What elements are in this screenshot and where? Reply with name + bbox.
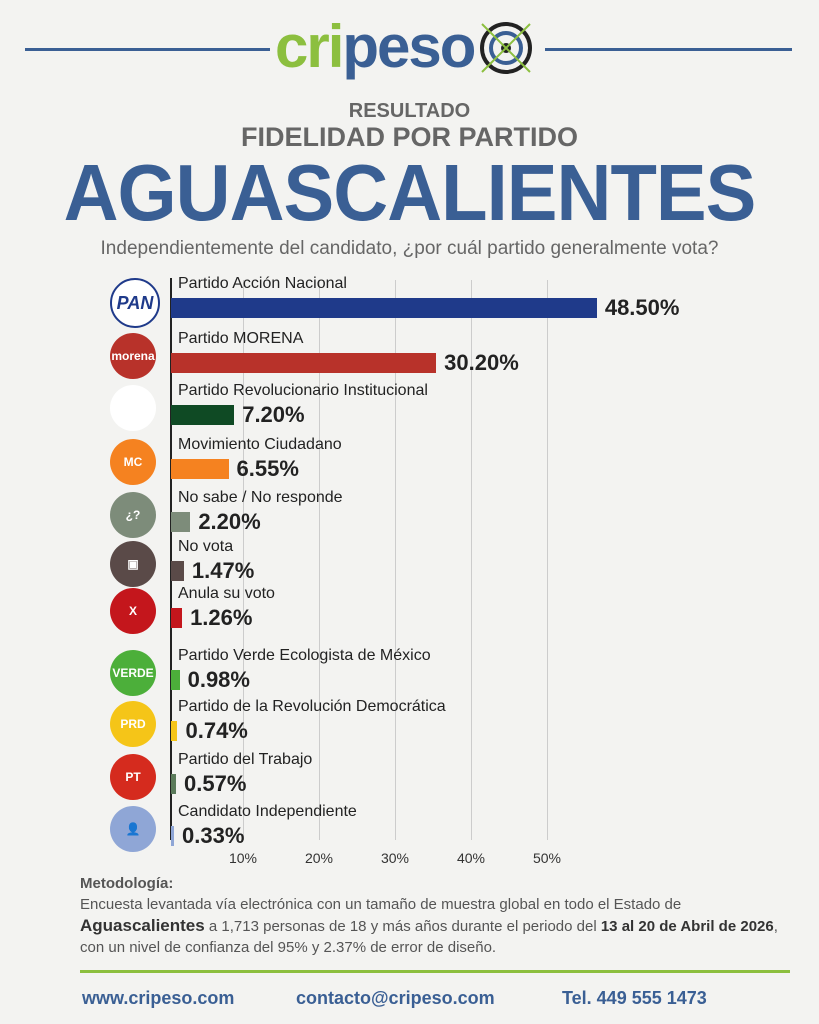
methodology-p3: , con un nivel de confianza del 95% y 2.… — [80, 918, 778, 956]
methodology-dates: 13 al 20 de Abril de 2026 — [600, 918, 774, 935]
x-tick-label: 10% — [228, 850, 258, 866]
logo-text-blue: peso — [342, 13, 476, 80]
category-label: Partido Acción Nacional — [178, 275, 347, 292]
party-logo-icon: ¿? — [110, 492, 156, 538]
header-line-left — [25, 48, 270, 51]
methodology: Metodología: Encuesta levantada vía elec… — [80, 873, 780, 958]
bar — [171, 459, 229, 479]
value-label: 0.57% — [184, 771, 247, 796]
value-label: 1.26% — [190, 605, 253, 630]
target-icon — [480, 22, 532, 74]
value-label: 1.47% — [191, 558, 255, 583]
email-link[interactable]: contacto@cripeso.com — [296, 988, 495, 1008]
subtitle-fidelidad: FIDELIDAD POR PARTIDO — [241, 122, 578, 152]
party-logo-icon: PAN — [110, 278, 160, 328]
party-logo-icon: ▣ — [110, 541, 156, 587]
party-logo-icon: MC — [110, 439, 156, 485]
value-label: 0.98% — [187, 667, 250, 692]
x-tick-label: 40% — [456, 850, 486, 866]
value-label: 6.55% — [236, 456, 299, 481]
category-label: Movimiento Ciudadano — [178, 436, 342, 453]
bar — [171, 512, 191, 532]
category-label: Partido Verde Ecologista de México — [178, 647, 431, 664]
phone-number: Tel. 449 555 1473 — [562, 988, 707, 1008]
x-tick-label: 30% — [380, 850, 410, 866]
gridline — [471, 280, 472, 840]
methodology-p2: a 1,713 personas de 18 y más años durant… — [204, 918, 601, 935]
footer-divider — [80, 970, 790, 973]
bar — [171, 353, 437, 373]
category-label: Partido Revolucionario Institucional — [178, 382, 428, 399]
logo-text-green: cri — [275, 13, 344, 80]
methodology-title: Metodología: — [80, 875, 174, 892]
website-link[interactable]: www.cripeso.com — [82, 988, 235, 1008]
x-tick-label: 20% — [304, 850, 334, 866]
y-axis-line — [170, 278, 172, 840]
party-logo-icon: 👤 — [110, 806, 156, 852]
category-label: Partido de la Revolución Democrática — [178, 698, 446, 715]
bar — [171, 561, 184, 581]
gridline — [547, 280, 548, 840]
gridline — [319, 280, 320, 840]
value-label: 48.50% — [604, 295, 680, 320]
bar — [171, 826, 174, 846]
party-logo-icon: PRI — [110, 385, 156, 431]
methodology-state: Aguascalientes — [80, 916, 205, 935]
bar — [171, 405, 235, 425]
value-label: 0.33% — [182, 823, 245, 848]
bar — [171, 721, 178, 741]
gridline — [395, 280, 396, 840]
value-label: 30.20% — [444, 350, 519, 375]
state-title: AGUASCALIENTES — [63, 148, 757, 237]
party-logo-icon: VERDE — [110, 650, 156, 696]
value-label: 7.20% — [242, 402, 305, 427]
bar — [171, 774, 176, 794]
subtitle-resultado: RESULTADO — [348, 100, 471, 122]
party-logo-icon: PT — [110, 754, 156, 800]
category-label: Partido del Trabajo — [178, 751, 313, 768]
party-logo-icon: PRD — [110, 701, 156, 747]
value-label: 2.20% — [198, 509, 261, 534]
survey-question: Independientemente del candidato, ¿por c… — [100, 238, 719, 259]
bar — [171, 298, 597, 318]
gridline — [243, 280, 244, 840]
bar — [171, 608, 183, 628]
party-logo-icon: X — [110, 588, 156, 634]
party-logo-icon: morena — [110, 333, 156, 379]
cripeso-logo: cripeso — [275, 12, 476, 82]
x-tick-label: 50% — [532, 850, 562, 866]
category-label: Anula su voto — [178, 585, 275, 602]
header-line-right — [545, 48, 792, 51]
category-label: Partido MORENA — [178, 330, 304, 347]
methodology-p1: Encuesta levantada vía electrónica con u… — [80, 896, 682, 913]
value-label: 0.74% — [185, 718, 248, 743]
category-label: No vota — [178, 538, 234, 555]
category-label: No sabe / No responde — [178, 489, 343, 506]
bar — [171, 670, 180, 690]
category-label: Candidato Independiente — [178, 803, 357, 820]
